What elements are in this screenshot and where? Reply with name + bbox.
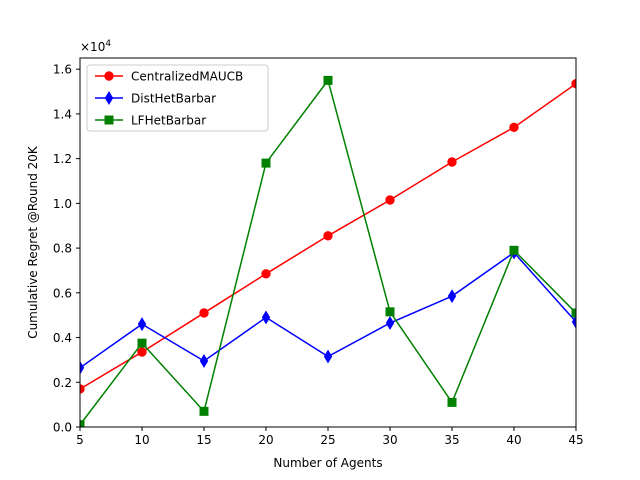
legend-box (86, 64, 269, 132)
data-point (323, 75, 333, 85)
data-point (385, 195, 395, 205)
data-point (385, 316, 395, 330)
legend-marker (104, 91, 114, 105)
legend-label: DistHetBarbar (131, 92, 216, 106)
data-point (447, 397, 457, 407)
data-point (261, 158, 271, 168)
y-tick-label: 0.2 (53, 376, 72, 390)
data-point (137, 347, 147, 357)
legend-entry: CentralizedMAUCB (95, 70, 243, 84)
data-point (323, 349, 333, 364)
legend-marker (104, 71, 114, 81)
data-point (80, 360, 85, 375)
data-point (571, 314, 576, 329)
data-point (509, 122, 519, 133)
data-point (447, 157, 457, 167)
x-tick-label: 20 (258, 433, 273, 447)
data-point (199, 406, 209, 416)
legend: CentralizedMAUCB DistHetBarbar LFHetBarbar (86, 64, 269, 132)
x-tick-label: 45 (568, 433, 583, 447)
data-point (80, 420, 85, 427)
series-centralizedmaucb (80, 79, 576, 394)
x-axis: 5 10 15 20 25 30 35 40 45 (76, 427, 584, 447)
x-tick-label: 35 (444, 433, 459, 447)
data-point (261, 269, 271, 279)
legend-marker (104, 115, 114, 125)
y-tick-label: 1.6 (53, 63, 72, 77)
y-tick-label: 0.8 (53, 242, 72, 256)
data-point (137, 317, 147, 332)
y-tick-label: 0.0 (53, 421, 72, 435)
x-tick-label: 10 (134, 433, 149, 447)
x-tick-label: 30 (382, 433, 397, 447)
y-tick-label: 0.4 (53, 331, 72, 345)
x-tick-label: 25 (320, 433, 335, 447)
y-tick-label: 1.2 (53, 152, 72, 166)
x-axis-label: Number of Agents (273, 456, 382, 470)
data-point (137, 338, 147, 348)
data-point (323, 231, 333, 241)
data-point (261, 310, 271, 325)
x-tick-label: 15 (196, 433, 211, 447)
y-tick-label: 1.4 (53, 107, 72, 121)
x-tick-label: 5 (76, 433, 84, 447)
y-scale-multiplier: ×104 (80, 39, 111, 54)
legend-label: LFHetBarbar (131, 114, 206, 128)
legend-entry: DistHetBarbar (95, 91, 216, 106)
series-lfhetbarbar (80, 75, 576, 427)
data-point (571, 308, 576, 318)
legend-label: CentralizedMAUCB (131, 70, 243, 84)
data-point (447, 289, 457, 304)
y-axis-label: Cumulative Regret @Round 20K (26, 145, 40, 339)
data-point (385, 307, 395, 317)
data-point (509, 245, 519, 255)
data-point (199, 354, 209, 368)
y-axis: 0.0 0.2 0.4 0.6 0.8 1.0 1.2 1.4 1.6 (53, 63, 80, 435)
x-tick-label: 40 (506, 433, 521, 447)
legend-entry: LFHetBarbar (95, 114, 206, 128)
y-tick-label: 1.0 (53, 197, 72, 211)
data-point (199, 308, 209, 318)
y-tick-label: 0.6 (53, 286, 72, 300)
series-disthetbarbar (80, 245, 576, 375)
series-layer (80, 75, 576, 427)
